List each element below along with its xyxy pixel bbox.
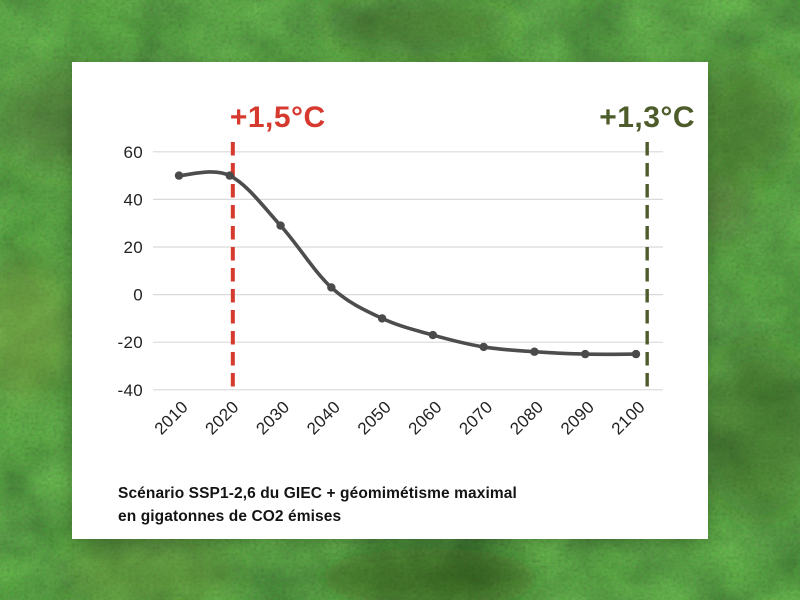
data-point [174,171,184,180]
y-tick-label: 60 [123,143,143,162]
x-tick-label: 2040 [303,397,344,438]
data-point [631,349,641,359]
caption-line-1: Scénario SSP1-2,6 du GIEC + géomimétisme… [118,485,517,502]
x-axis: 2010 2020 2030 2040 2050 2060 2070 2080 2090 2100 [151,397,649,438]
y-axis: 60 40 20 0 -20 -40 [118,143,663,400]
x-tick-label: 2010 [151,397,192,438]
threshold-label-plus-1-3c: +1,3°C [599,101,696,134]
y-tick-label: -40 [118,381,143,400]
y-tick-label: -20 [118,333,143,352]
x-tick-label: 2070 [455,397,496,438]
x-tick-label: 2080 [506,397,547,438]
x-tick-label: 2100 [608,397,649,438]
x-tick-label: 2020 [202,397,243,438]
data-point [428,330,438,340]
y-tick-label: 40 [123,190,143,209]
caption-line-2: en gigatonnes de CO2 émises [118,508,342,525]
y-tick-label: 0 [133,286,143,305]
x-tick-label: 2050 [354,397,395,438]
series-line [177,170,638,357]
chart-card: +1,5°C +1,3°C 60 40 20 0 -20 -40 2010 2020 2030 2… [72,62,708,539]
data-point [479,342,488,352]
chart-caption: Scénario SSP1-2,6 du GIEC + géomimétisme… [118,482,517,528]
data-point [581,349,590,359]
threshold-label-plus-1-5c: +1,5°C [229,101,326,134]
co2-emissions-line-chart: 60 40 20 0 -20 -40 2010 2020 2030 2040 2050 2060 207… [118,142,663,438]
x-tick-label: 2090 [557,397,598,438]
data-point [276,221,285,230]
data-point [225,171,234,180]
y-tick-label: 20 [123,238,143,257]
data-point [327,283,336,292]
x-tick-label: 2060 [405,397,446,438]
data-point [530,347,539,356]
data-point [377,314,387,323]
x-tick-label: 2030 [252,397,293,438]
